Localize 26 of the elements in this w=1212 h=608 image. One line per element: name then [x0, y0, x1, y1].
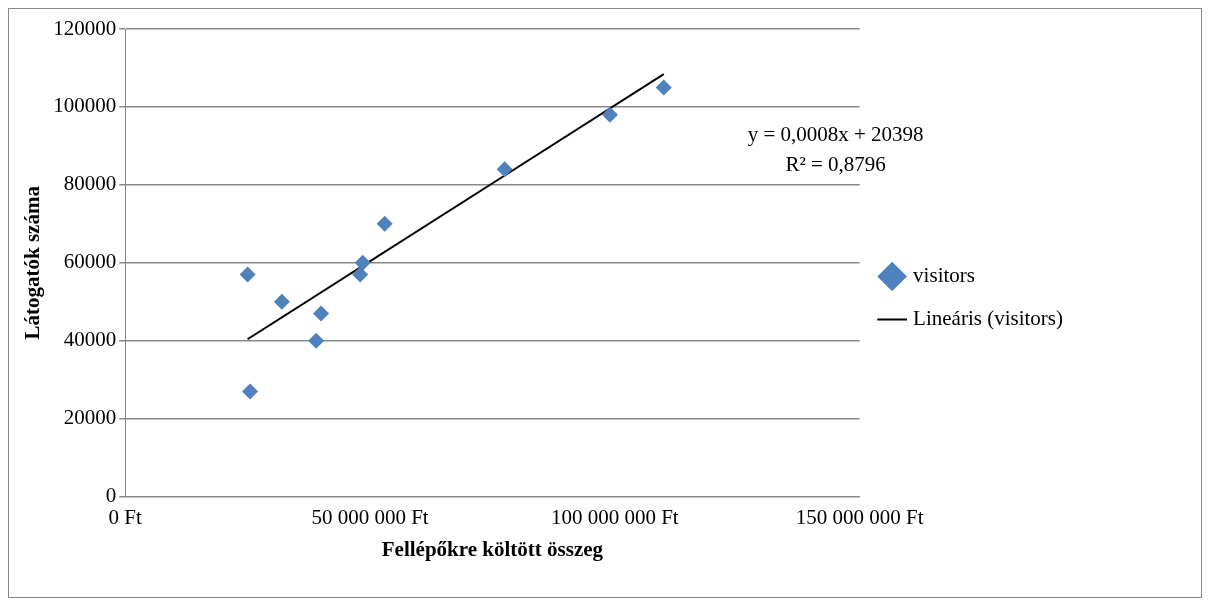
x-tick-label: 100 000 000 Ft [550, 504, 679, 529]
point [239, 266, 256, 283]
point [601, 106, 618, 123]
x-axis-title: Fellépőkre költött összeg [381, 536, 604, 561]
y-tick-label: 100000 [53, 93, 117, 118]
annotation: R² = 0,8796 [785, 151, 886, 176]
point [655, 79, 672, 96]
point [308, 332, 325, 349]
annotation: y = 0,0008x + 20398 [747, 121, 924, 146]
x-tick-label: 50 000 000 Ft [311, 504, 429, 529]
legend-label: Lineáris (visitors) [913, 306, 1064, 331]
point [273, 293, 290, 310]
y-axis-title: Látogatók száma [20, 185, 45, 340]
y-tick-label: 80000 [63, 171, 117, 196]
point [313, 305, 330, 322]
legend-label: visitors [913, 263, 975, 288]
y-tick-label: 40000 [63, 327, 117, 352]
y-tick-label: 120000 [53, 15, 117, 40]
y-tick-label: 60000 [63, 249, 117, 274]
point [242, 383, 259, 400]
y-tick-label: 20000 [63, 405, 117, 430]
point [496, 161, 513, 178]
point [352, 266, 369, 283]
point [376, 215, 393, 232]
point [354, 254, 371, 271]
x-tick-label: 150 000 000 Ft [795, 504, 924, 529]
